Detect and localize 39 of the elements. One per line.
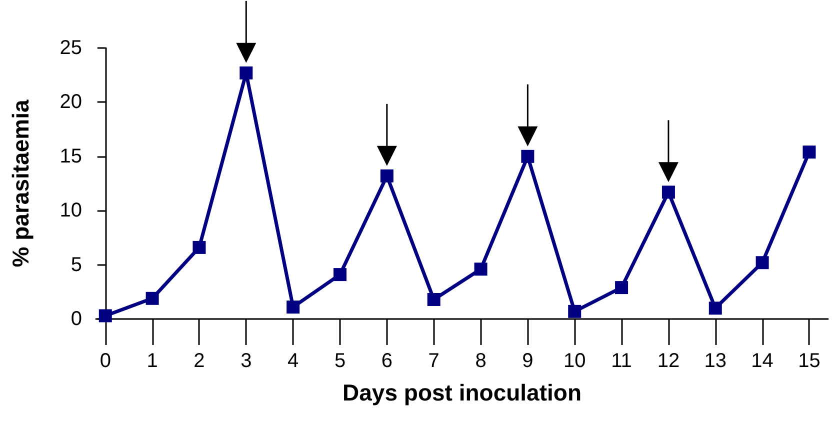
y-tick-label: 15 [60,145,82,168]
x-axis-title: Days post inoculation [342,380,582,406]
point [146,292,159,305]
x-tick-label: 4 [288,350,299,372]
point [334,268,346,282]
point [802,146,816,159]
point [756,256,769,270]
y-tick-label: 5 [70,254,82,276]
point [521,150,534,163]
y-tick-label: 25 [60,37,82,59]
point [286,300,300,314]
x-tick-label: 2 [194,350,205,372]
point [427,292,440,306]
x-tick-label: 10 [563,350,586,372]
x-tick-label: 8 [475,350,486,372]
x-tick-label: 5 [334,350,346,372]
x-tick-label: 14 [751,350,774,372]
x-tick-label: 3 [240,350,252,372]
x-tick-label: 15 [798,350,820,372]
point [474,262,488,276]
point [615,281,628,294]
point [380,169,394,182]
y-tick-label: 0 [70,308,82,330]
x-tick-label: 6 [381,350,392,372]
x-tick-label: 0 [100,350,111,372]
x-tick-label: 12 [657,350,680,372]
x-tick-label: 1 [146,350,158,372]
point [568,304,582,318]
x-tick-label: 11 [611,350,632,372]
point [708,302,722,315]
x-tick-label: 7 [428,350,440,372]
y-tick-label: 10 [60,200,82,222]
y-tick-label: 20 [60,91,82,114]
x-tick-label: 9 [522,350,534,372]
point [662,186,675,199]
x-tick-label: 13 [704,350,727,372]
point [192,240,206,254]
point [240,66,253,80]
y-axis-title: % parasitaemia [8,100,34,268]
